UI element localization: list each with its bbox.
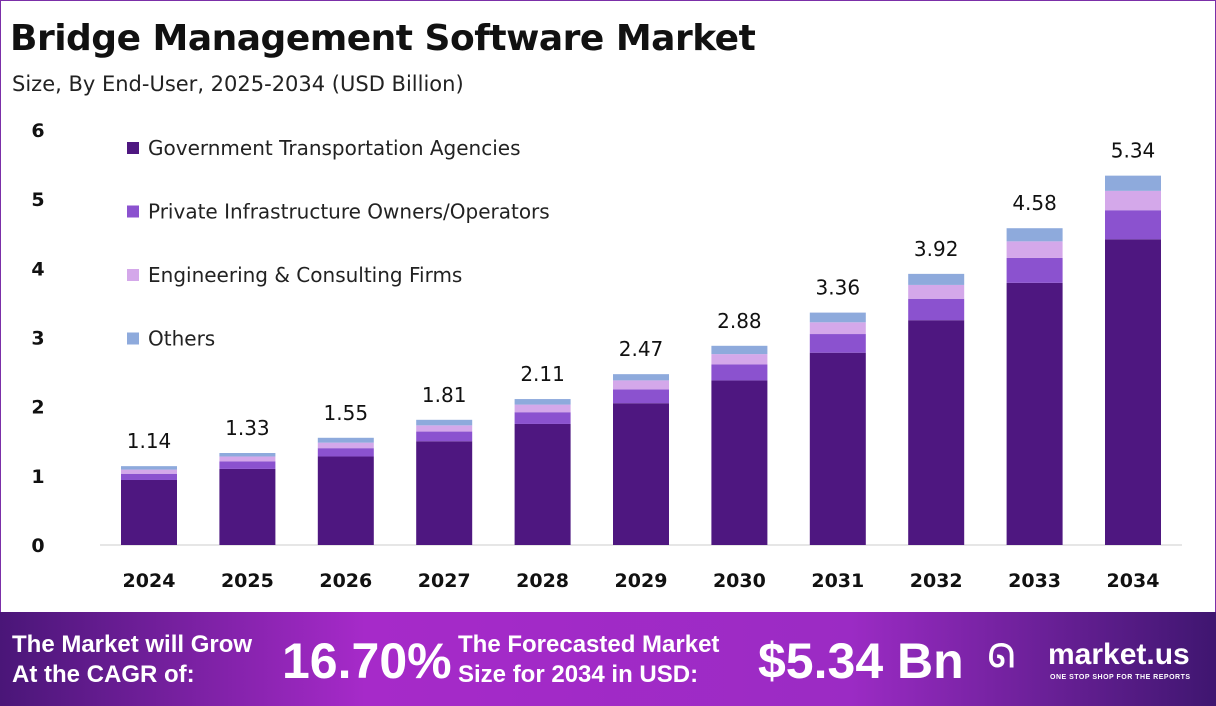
total-label: 3.92 — [914, 237, 959, 261]
total-label: 1.14 — [127, 429, 172, 453]
brand-name: market.us — [1048, 638, 1190, 671]
bar-segment-private-infrastructure-owners-operators-2029 — [613, 389, 669, 404]
legend-swatch — [127, 332, 139, 345]
y-tick-label: 3 — [31, 328, 44, 350]
total-label: 5.34 — [1111, 139, 1156, 163]
forecast-label: The Forecasted Market Size for 2034 in US… — [458, 630, 719, 690]
x-tick-label: 2027 — [418, 570, 471, 592]
chart-subtitle: Size, By End-User, 2025-2034 (USD Billio… — [12, 72, 464, 96]
market-us-logo-icon: ᘏ — [988, 638, 1015, 674]
bar-segment-others-2026 — [317, 437, 374, 443]
x-tick-label: 2031 — [811, 570, 864, 592]
total-label: 1.55 — [324, 401, 369, 425]
x-tick-label: 2029 — [615, 570, 668, 592]
x-tick-label: 2030 — [713, 570, 766, 592]
bar-segment-engineering-consulting-firms-2029 — [613, 380, 669, 390]
x-tick-label: 2034 — [1107, 570, 1160, 592]
y-tick-label: 4 — [31, 258, 44, 280]
bar-segment-engineering-consulting-firms-2032 — [908, 284, 965, 299]
bar-segment-government-transportation-agencies-2029 — [613, 403, 669, 545]
bar-segment-government-transportation-agencies-2032 — [908, 320, 965, 545]
bar-segment-private-infrastructure-owners-operators-2033 — [1006, 257, 1063, 283]
total-label: 4.58 — [1012, 191, 1057, 215]
footer-banner: The Market will Grow At the CAGR of: 16.7… — [0, 612, 1216, 706]
legend-label: Government Transportation Agencies — [148, 136, 521, 160]
bar-segment-others-2032 — [908, 273, 965, 285]
y-tick-label: 2 — [31, 397, 44, 419]
chart-title: Bridge Management Software Market — [10, 18, 756, 59]
y-tick-label: 0 — [31, 535, 44, 557]
bar-segment-private-infrastructure-owners-operators-2032 — [908, 298, 965, 321]
x-tick-label: 2032 — [910, 570, 963, 592]
total-label: 1.33 — [225, 416, 270, 440]
legend-swatch — [127, 269, 139, 281]
legend-swatch — [127, 142, 139, 154]
bar-segment-government-transportation-agencies-2024 — [121, 479, 177, 545]
bar-segment-private-infrastructure-owners-operators-2030 — [711, 364, 768, 381]
y-tick-label: 1 — [31, 466, 44, 488]
bar-segment-others-2033 — [1006, 228, 1063, 242]
bar-segment-government-transportation-agencies-2026 — [317, 456, 374, 545]
cagr-label-line1: The Market will Grow — [12, 631, 253, 658]
cagr-label: The Market will Grow At the CAGR of: — [12, 630, 252, 690]
bar-segment-others-2034 — [1105, 175, 1161, 191]
bar-segment-private-infrastructure-owners-operators-2027 — [416, 431, 473, 442]
brand-tagline: ONE STOP SHOP FOR THE REPORTS — [1050, 674, 1191, 681]
bar-segment-engineering-consulting-firms-2024 — [121, 469, 177, 474]
bar-segment-engineering-consulting-firms-2025 — [219, 456, 276, 462]
y-tick-label: 5 — [31, 189, 44, 211]
x-tick-label: 2025 — [221, 570, 274, 592]
cagr-value: 16.70% — [282, 633, 452, 689]
bar-segment-others-2031 — [809, 312, 866, 323]
x-tick-label: 2024 — [123, 570, 176, 592]
bar-segment-private-infrastructure-owners-operators-2028 — [514, 412, 571, 424]
bar-segment-engineering-consulting-firms-2026 — [317, 442, 374, 449]
total-label: 2.11 — [520, 362, 565, 386]
bar-segment-others-2024 — [121, 466, 177, 470]
bar-segment-engineering-consulting-firms-2031 — [809, 322, 866, 335]
legend-label: Engineering & Consulting Firms — [148, 263, 462, 287]
y-tick-label: 6 — [31, 120, 44, 142]
legend-label: Private Infrastructure Owners/Operators — [148, 200, 550, 224]
bar-segment-government-transportation-agencies-2025 — [219, 468, 276, 545]
x-tick-label: 2026 — [319, 570, 372, 592]
bar-segment-government-transportation-agencies-2034 — [1105, 239, 1161, 546]
bar-segment-government-transportation-agencies-2028 — [514, 423, 571, 545]
forecast-label-line1: The Forecasted Market — [458, 631, 720, 658]
bar-segment-government-transportation-agencies-2027 — [416, 441, 473, 545]
bar-segment-others-2025 — [219, 453, 276, 457]
total-label: 1.81 — [422, 383, 467, 407]
legend-swatch — [127, 205, 139, 218]
bar-segment-others-2030 — [711, 345, 768, 355]
forecast-label-line2: Size for 2034 in USD: — [458, 661, 699, 688]
bar-segment-private-infrastructure-owners-operators-2025 — [219, 461, 276, 469]
total-label: 2.47 — [619, 337, 664, 361]
total-label: 2.88 — [717, 309, 762, 333]
stacked-bar-chart: 0 1 2 3 4 5 6 1.14 2024 1.33 2025 1.55 2026 1.81 2027 2… — [31, 120, 1182, 592]
cagr-label-line2: At the CAGR of: — [12, 661, 195, 688]
bar-segment-engineering-consulting-firms-2033 — [1006, 241, 1063, 258]
bar-segment-others-2028 — [514, 399, 571, 405]
bar-segment-engineering-consulting-firms-2028 — [514, 404, 571, 413]
bar-segment-government-transportation-agencies-2030 — [711, 380, 768, 545]
legend-label: Others — [148, 327, 215, 351]
bar-segment-engineering-consulting-firms-2030 — [711, 354, 768, 365]
bar-segment-private-infrastructure-owners-operators-2031 — [809, 334, 866, 353]
bar-segment-private-infrastructure-owners-operators-2026 — [317, 448, 374, 457]
total-label: 3.36 — [816, 276, 861, 300]
bar-segment-private-infrastructure-owners-operators-2024 — [121, 473, 177, 480]
bar-segment-others-2029 — [613, 374, 669, 381]
bar-segment-others-2027 — [416, 419, 473, 426]
x-tick-label: 2028 — [516, 570, 569, 592]
x-tick-label: 2033 — [1008, 570, 1061, 592]
bar-segment-government-transportation-agencies-2031 — [809, 352, 866, 545]
forecast-value: $5.34 Bn — [758, 633, 964, 689]
bar-segment-engineering-consulting-firms-2027 — [416, 425, 473, 432]
bar-segment-government-transportation-agencies-2033 — [1006, 282, 1063, 545]
bar-segment-engineering-consulting-firms-2034 — [1105, 190, 1161, 211]
bar-segment-private-infrastructure-owners-operators-2034 — [1105, 210, 1161, 240]
